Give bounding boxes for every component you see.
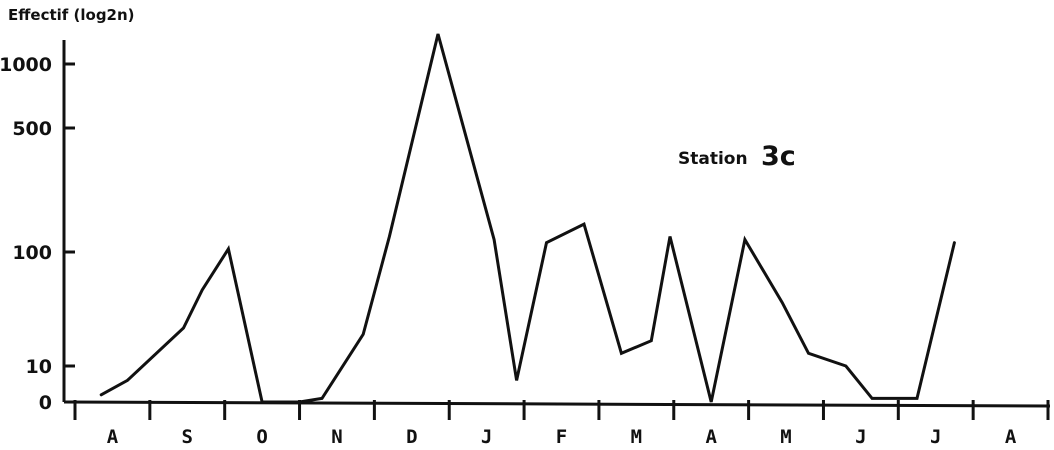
x-tick-label: D — [406, 426, 417, 448]
y-tick-label: 500 — [12, 118, 52, 140]
x-axis-line — [63, 400, 1051, 408]
series-line — [99, 33, 956, 404]
y-axis: 0 10 100 500 1000 — [0, 40, 75, 414]
y-axis-title: Effectif (log2n) — [8, 6, 135, 24]
y-tick-label: 100 — [12, 242, 52, 264]
x-tick-label: A — [705, 426, 717, 448]
station-id: 3c — [761, 141, 796, 172]
x-tick-label: M — [631, 426, 642, 448]
station-label: Station — [678, 149, 748, 169]
x-tick-label: A — [1005, 426, 1017, 448]
x-tick-label: J — [481, 426, 492, 448]
x-tick-label: J — [855, 426, 866, 448]
x-tick-label: S — [182, 426, 193, 448]
y-tick-label: 0 — [39, 392, 52, 414]
x-tick-label: N — [331, 426, 342, 448]
x-tick-label: A — [107, 426, 119, 448]
x-tick-label: M — [780, 426, 791, 448]
series-group — [99, 33, 956, 404]
y-tick-label: 10 — [26, 356, 52, 378]
x-tick-label: O — [256, 426, 267, 448]
x-tick-label: J — [930, 426, 941, 448]
station-annotation: Station 3c — [678, 141, 796, 172]
y-tick-label: 1000 — [0, 54, 52, 76]
x-tick-label: F — [556, 426, 567, 448]
